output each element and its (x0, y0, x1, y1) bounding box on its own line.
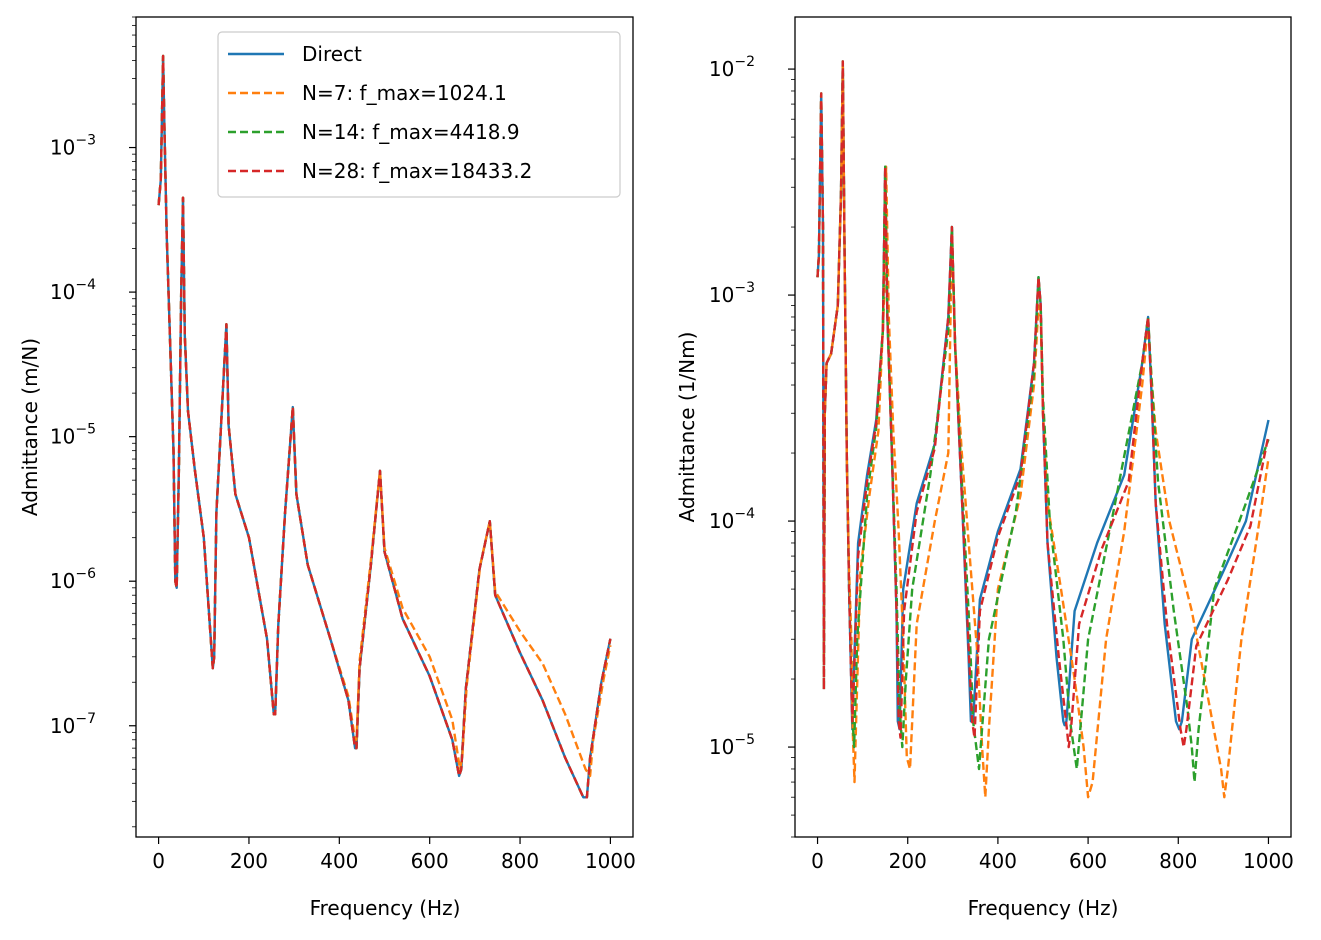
right-chart-y-tick-label: 10−3 (709, 280, 755, 307)
left-chart-x-tick-label: 1000 (585, 849, 636, 873)
left-chart-y-tick-label: 10−3 (50, 133, 96, 160)
right-chart-y-tick-label: 10−5 (709, 732, 755, 759)
left-chart-x-tick-label: 200 (230, 849, 268, 873)
legend-box (217, 31, 621, 198)
left-chart-x-tick-label: 600 (411, 849, 449, 873)
right-chart-plot-area: 10−5 10−4 10−3 10−2 0 200 400 600 800 1000 (709, 16, 1294, 873)
right-chart-series-n28 (816, 60, 1270, 749)
left-chart-legend: Direct N=7: f_max=1024.1 N=14: f_max=4418.… (217, 31, 621, 198)
left-chart-x-tick-label: 400 (320, 849, 358, 873)
legend-label-n14: N=14: f_max=4418.9 (302, 120, 520, 144)
left-chart-xlabel: Frequency (Hz) (310, 896, 461, 920)
right-chart-xlabel: Frequency (Hz) (968, 896, 1119, 920)
right-chart-x-tick-label: 200 (889, 849, 927, 873)
right-chart-x-tick-label: 600 (1069, 849, 1107, 873)
right-chart-x-tick-label: 1000 (1243, 849, 1294, 873)
left-chart-y-tick-label: 10−4 (50, 277, 96, 304)
right-chart-x-tick-label: 400 (979, 849, 1017, 873)
right-chart-panel: 10−5 10−4 10−3 10−2 0 200 400 600 800 1000 Freque… (675, 16, 1294, 920)
right-chart-axes-frame (794, 16, 1292, 838)
left-chart-x-tick-label: 0 (152, 849, 165, 873)
right-chart-x-tick-label: 0 (811, 849, 824, 873)
left-chart-axes-frame (135, 16, 634, 838)
left-chart-y-tick-label: 10−6 (50, 566, 96, 593)
legend-label-n28: N=28: f_max=18433.2 (302, 159, 532, 183)
right-chart-y-tick-label: 10−2 (709, 54, 755, 81)
legend-label-direct: Direct (302, 42, 362, 66)
left-chart-y-tick-label: 10−5 (50, 422, 96, 449)
left-chart-ylabel: Admittance (m/N) (18, 338, 42, 516)
right-chart-ylabel: Admittance (1/Nm) (675, 332, 699, 523)
right-chart-y-tick-label: 10−4 (709, 506, 755, 533)
left-chart-x-tick-label: 800 (501, 849, 539, 873)
legend-label-n7: N=7: f_max=1024.1 (302, 81, 507, 105)
left-chart-panel: 10−7 10−6 10−5 10−4 10−3 0 200 400 600 800 1000 Dir… (18, 16, 636, 920)
left-chart-series-n28 (157, 54, 612, 799)
right-chart-x-tick-label: 800 (1159, 849, 1197, 873)
left-chart-y-tick-label: 10−7 (50, 711, 96, 738)
left-chart-plot-area: 10−7 10−6 10−5 10−4 10−3 0 200 400 600 800 1000 Dir… (50, 16, 636, 873)
